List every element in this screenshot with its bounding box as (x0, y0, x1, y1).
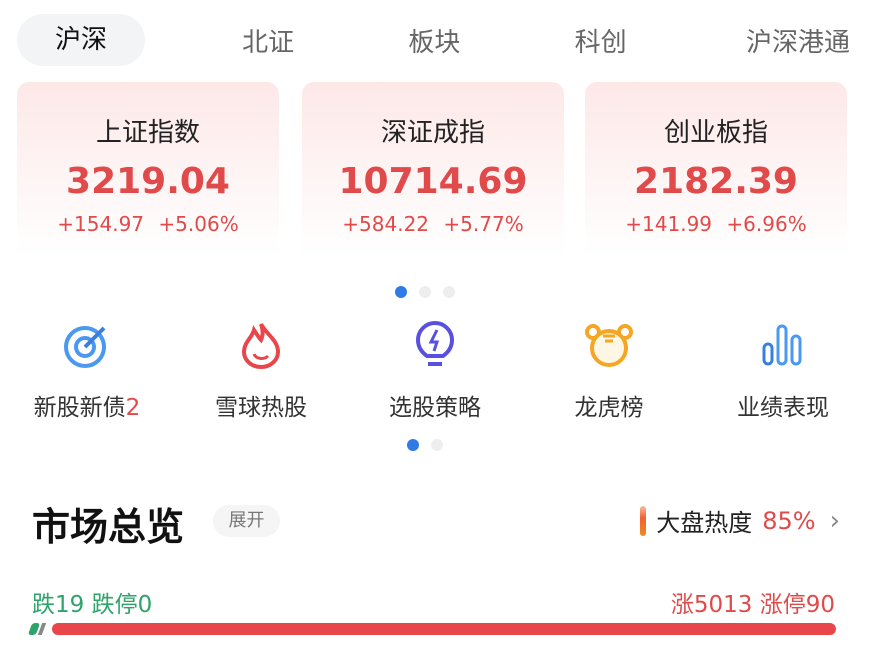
shortcut-label: 龙虎榜 (574, 395, 644, 421)
index-name: 创业板指 (663, 118, 768, 148)
index-change: +141.99 (625, 212, 713, 236)
index-card-chinext[interactable]: 创业板指 2182.39 +141.99 +6.96% (585, 82, 847, 265)
bar-chart-icon (762, 324, 802, 366)
pager-dot[interactable] (419, 286, 431, 298)
index-card-shanghai[interactable]: 上证指数 3219.04 +154.97 +5.06% (17, 82, 279, 265)
pager-dot[interactable] (407, 439, 419, 451)
index-name: 上证指数 (95, 118, 200, 148)
shortcut-dragon-tiger[interactable]: 龙虎榜 (522, 320, 696, 422)
chevron-right-icon: › (829, 505, 840, 536)
index-pct: +6.96% (726, 212, 807, 236)
target-icon (64, 326, 106, 368)
decliners-count: 跌19 跌停0 (32, 592, 153, 618)
section-title: 市场总览 (32, 505, 185, 549)
tab-kechuang[interactable]: 科创 (574, 27, 627, 58)
advance-segment (52, 623, 836, 635)
lightbulb-icon (415, 321, 455, 366)
index-pct: +5.77% (443, 212, 524, 236)
market-heat-link[interactable]: 大盘热度 85% › (640, 503, 840, 538)
card-pager[interactable] (395, 286, 455, 298)
shortcut-label: 雪球热股 (215, 395, 307, 421)
flame-icon (241, 322, 281, 369)
advance-decline-bar (27, 623, 836, 635)
index-change: +154.97 (57, 212, 145, 236)
shortcut-new-stocks[interactable]: 新股新债2 (0, 320, 174, 422)
market-tabs: 沪深 北证 板块 科创 沪深港通 (17, 14, 850, 66)
index-pct: +5.06% (158, 212, 239, 236)
index-value: 3219.04 (66, 161, 230, 202)
shortcut-label: 新股新债 (33, 395, 126, 421)
index-value: 2182.39 (634, 161, 798, 202)
advancers-count: 涨5013 涨停90 (670, 592, 835, 618)
tab-beizheng[interactable]: 北证 (242, 27, 295, 58)
index-card-shenzhen[interactable]: 深证成指 10714.69 +584.22 +5.77% (302, 82, 564, 265)
index-value: 10714.69 (338, 161, 528, 202)
expand-button[interactable]: 展开 (213, 505, 280, 537)
tab-bankuai[interactable]: 板块 (408, 27, 461, 58)
heat-indicator (640, 505, 647, 536)
shortcut-badge: 2 (125, 395, 141, 421)
heat-value: 85% (762, 506, 816, 535)
index-name: 深证成指 (380, 118, 485, 148)
shortcut-strategy[interactable]: 选股策略 (348, 320, 522, 422)
shortcut-grid: 新股新债2 雪球热股 选股策略 龙虎榜 业绩表现 (0, 320, 870, 422)
pager-dot[interactable] (443, 286, 455, 298)
shortcut-pager[interactable] (407, 439, 443, 451)
pager-dot[interactable] (431, 439, 443, 451)
heat-label: 大盘热度 (656, 509, 753, 537)
index-change: +584.22 (342, 212, 430, 236)
shortcut-earnings[interactable]: 业绩表现 (696, 320, 870, 422)
tab-hushengangtong[interactable]: 沪深港通 (746, 27, 851, 58)
shortcut-label: 业绩表现 (737, 395, 829, 421)
shortcut-label: 选股策略 (389, 395, 481, 421)
shortcut-hot-stocks[interactable]: 雪球热股 (174, 320, 348, 422)
tiger-icon (585, 324, 633, 367)
tab-hushen[interactable]: 沪深 (17, 14, 146, 66)
pager-dot[interactable] (395, 286, 407, 298)
